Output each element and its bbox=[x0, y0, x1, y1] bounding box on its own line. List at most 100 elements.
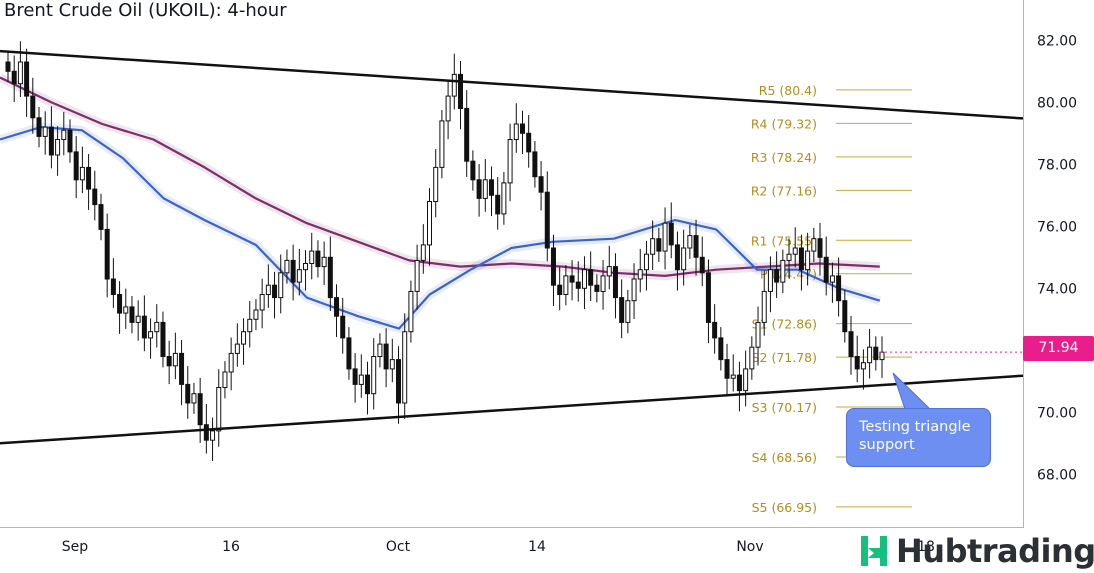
candle-down bbox=[854, 356, 860, 370]
candle-up bbox=[247, 318, 253, 333]
candle-up bbox=[451, 73, 457, 97]
candle-down bbox=[495, 194, 501, 215]
x-tick-label: 16 bbox=[222, 539, 240, 555]
candle-down bbox=[110, 278, 116, 295]
candle-down bbox=[656, 238, 662, 252]
candle-down bbox=[774, 269, 780, 283]
x-tick-label: 14 bbox=[528, 539, 546, 555]
candle-up bbox=[408, 290, 414, 333]
x-tick-label: Oct bbox=[386, 539, 411, 555]
candle-down bbox=[141, 315, 147, 339]
candle-down bbox=[557, 284, 563, 296]
candle-down bbox=[327, 256, 333, 299]
candle-down bbox=[848, 331, 854, 358]
candle-down bbox=[550, 247, 556, 286]
candle-down bbox=[346, 337, 352, 370]
candle-up bbox=[358, 374, 364, 385]
pivot-label: R4 (79.32) bbox=[751, 116, 817, 131]
candle-down bbox=[594, 284, 600, 292]
candle-down bbox=[476, 179, 482, 199]
candle-down bbox=[24, 61, 30, 97]
candle-up bbox=[265, 284, 271, 296]
x-axis-border bbox=[0, 527, 1023, 528]
pivot-label: R5 (80.4) bbox=[759, 83, 817, 98]
candle-up bbox=[681, 247, 687, 271]
candle-up bbox=[309, 250, 315, 265]
candle-up bbox=[743, 368, 749, 392]
candle-up bbox=[420, 244, 426, 261]
pivot-label: S1 (72.86) bbox=[752, 317, 817, 332]
y-tick-label: 78.00 bbox=[1037, 157, 1077, 173]
candle-down bbox=[488, 179, 494, 196]
candle-down bbox=[718, 337, 724, 361]
candle-up bbox=[278, 272, 284, 299]
candle-up bbox=[811, 238, 817, 252]
candle-down bbox=[836, 275, 842, 302]
y-tick-label: 76.00 bbox=[1037, 219, 1077, 235]
candle-up bbox=[55, 139, 61, 156]
moving-average-glow bbox=[0, 73, 881, 281]
candle-down bbox=[619, 297, 625, 323]
x-tick-label: Sep bbox=[62, 539, 89, 555]
hubtrading-logo: Hubtrading bbox=[858, 532, 1094, 570]
candle-down bbox=[668, 222, 674, 246]
candle-up bbox=[730, 374, 736, 379]
candle-up bbox=[303, 263, 309, 271]
candle-down bbox=[98, 204, 104, 230]
candle-up bbox=[377, 343, 383, 358]
candle-up bbox=[191, 393, 197, 404]
candle-down bbox=[588, 269, 594, 286]
candle-up bbox=[402, 331, 408, 404]
candle-up bbox=[829, 275, 835, 283]
candle-down bbox=[575, 281, 581, 289]
candle-down bbox=[129, 306, 135, 323]
chart-title: Brent Crude Oil (UKOIL): 4-hour bbox=[4, 0, 287, 21]
candle-down bbox=[519, 123, 525, 134]
candle-down bbox=[197, 393, 203, 426]
candle-down bbox=[340, 315, 346, 339]
y-tick-label: 82.00 bbox=[1037, 33, 1077, 49]
candle-down bbox=[36, 117, 42, 137]
candle-up bbox=[123, 306, 129, 314]
candle-up bbox=[749, 346, 755, 370]
pivot-label: R3 (78.24) bbox=[751, 150, 817, 165]
annotation-callout-text: Testing triangle support bbox=[859, 419, 971, 453]
candle-down bbox=[185, 383, 191, 404]
candle-down bbox=[842, 300, 848, 333]
candle-up bbox=[767, 269, 773, 292]
candle-up bbox=[643, 253, 649, 271]
candle-down bbox=[86, 166, 92, 190]
pivot-label: S4 (68.56) bbox=[752, 450, 817, 465]
candle-up bbox=[259, 294, 265, 311]
candle-down bbox=[470, 160, 476, 181]
current-price-badge: 71.94 bbox=[1023, 336, 1094, 361]
pivot-label: S5 (66.95) bbox=[752, 500, 817, 515]
candle-up bbox=[606, 266, 612, 277]
candle-up bbox=[761, 290, 767, 323]
candle-up bbox=[210, 430, 216, 441]
candle-up bbox=[501, 182, 507, 215]
candle-down bbox=[544, 191, 550, 249]
candle-down bbox=[873, 346, 879, 361]
candle-down bbox=[383, 343, 389, 370]
candle-down bbox=[693, 235, 699, 258]
candle-down bbox=[538, 176, 544, 193]
candle-down bbox=[457, 73, 463, 109]
candle-up bbox=[792, 247, 798, 255]
candle-up bbox=[563, 275, 569, 295]
candle-up bbox=[135, 315, 141, 323]
candle-up bbox=[650, 238, 656, 255]
candle-up bbox=[253, 309, 259, 320]
candle-up bbox=[600, 275, 606, 292]
candle-down bbox=[48, 126, 54, 156]
candle-down bbox=[73, 151, 79, 181]
annotation-callout[interactable]: Testing triangle support bbox=[846, 408, 991, 467]
candle-down bbox=[569, 275, 575, 283]
x-tick-label: Nov bbox=[736, 539, 763, 555]
y-tick-label: 80.00 bbox=[1037, 95, 1077, 111]
pivot-label: S2 (71.78) bbox=[752, 350, 817, 365]
candle-up bbox=[216, 387, 222, 432]
candle-down bbox=[290, 259, 296, 283]
candle-up bbox=[433, 166, 439, 202]
